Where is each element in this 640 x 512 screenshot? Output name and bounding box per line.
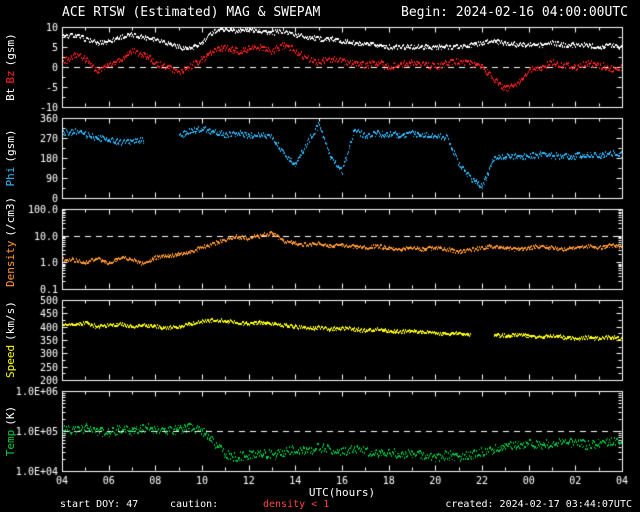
start-doy-label: start DOY: 47: [60, 499, 139, 510]
axis-label-part: Bz: [4, 70, 17, 84]
page-title: ACE RTSW (Estimated) MAG & SWEPAM: [62, 5, 321, 20]
y-axis-label-bt-bz: Bt Bz (gsm): [4, 27, 17, 107]
axis-label-part: (/cm3): [4, 196, 17, 237]
axis-label-part: Phi: [4, 166, 17, 187]
begin-timestamp: Begin: 2024-02-16 04:00:00UTC: [401, 5, 628, 20]
axis-label-part: Density: [4, 240, 17, 287]
created-timestamp: created: 2024-02-17 03:44:07UTC: [445, 499, 632, 510]
caution-label: caution:: [170, 499, 219, 510]
y-axis-label-temp: Temp (K): [4, 391, 17, 471]
axis-label-part: (K): [4, 405, 17, 426]
plot-header: ACE RTSW (Estimated) MAG & SWEPAM Begin:…: [62, 5, 628, 20]
caution-value: density < 1: [263, 499, 330, 510]
y-axis-label-speed: Speed (km/s): [4, 300, 17, 380]
y-axis-label-phi: Phi (gsm): [4, 118, 17, 198]
axis-label-part: (gsm): [4, 33, 17, 67]
axis-label-part: (km/s): [4, 301, 17, 341]
axis-label-part: Speed: [4, 344, 17, 378]
axis-label-part: (gsm): [4, 129, 17, 163]
x-axis-title: UTC(hours): [308, 486, 376, 499]
axis-label-part: Temp: [4, 429, 17, 457]
axis-label-part: Bt: [4, 87, 17, 101]
y-axis-label-density: Density (/cm3): [4, 197, 17, 289]
